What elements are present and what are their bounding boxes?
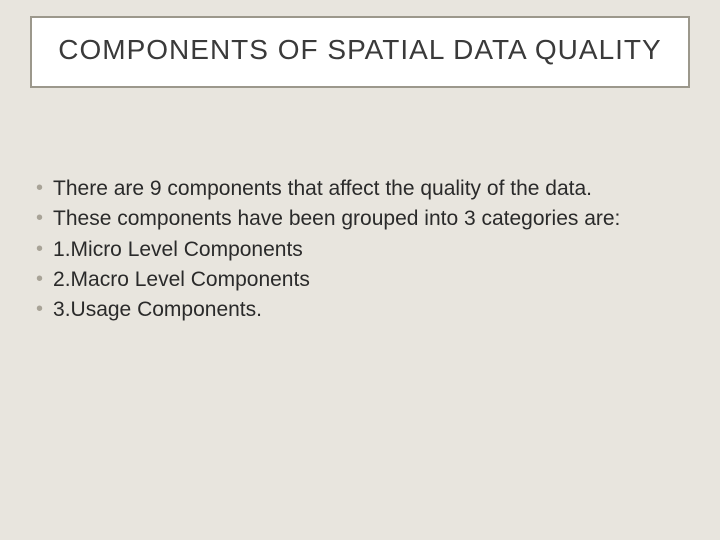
bullet-icon: • (36, 296, 43, 323)
list-item: • 1.Micro Level Components (36, 236, 684, 264)
bullet-icon: • (36, 266, 43, 293)
bullet-text: 3.Usage Components. (53, 296, 684, 324)
list-item: • There are 9 components that affect the… (36, 175, 684, 203)
bullet-text: There are 9 components that affect the q… (53, 175, 684, 203)
title-container: COMPONENTS OF SPATIAL DATA QUALITY (30, 16, 690, 88)
bullet-text: 1.Micro Level Components (53, 236, 684, 264)
bullet-icon: • (36, 236, 43, 263)
bullet-text: 2.Macro Level Components (53, 266, 684, 294)
slide-title: COMPONENTS OF SPATIAL DATA QUALITY (52, 32, 668, 68)
list-item: • These components have been grouped int… (36, 205, 684, 233)
bullet-text: These components have been grouped into … (53, 205, 684, 233)
bullet-icon: • (36, 205, 43, 232)
content-area: • There are 9 components that affect the… (36, 175, 684, 327)
list-item: • 2.Macro Level Components (36, 266, 684, 294)
bullet-list: • There are 9 components that affect the… (36, 175, 684, 325)
bullet-icon: • (36, 175, 43, 202)
list-item: • 3.Usage Components. (36, 296, 684, 324)
